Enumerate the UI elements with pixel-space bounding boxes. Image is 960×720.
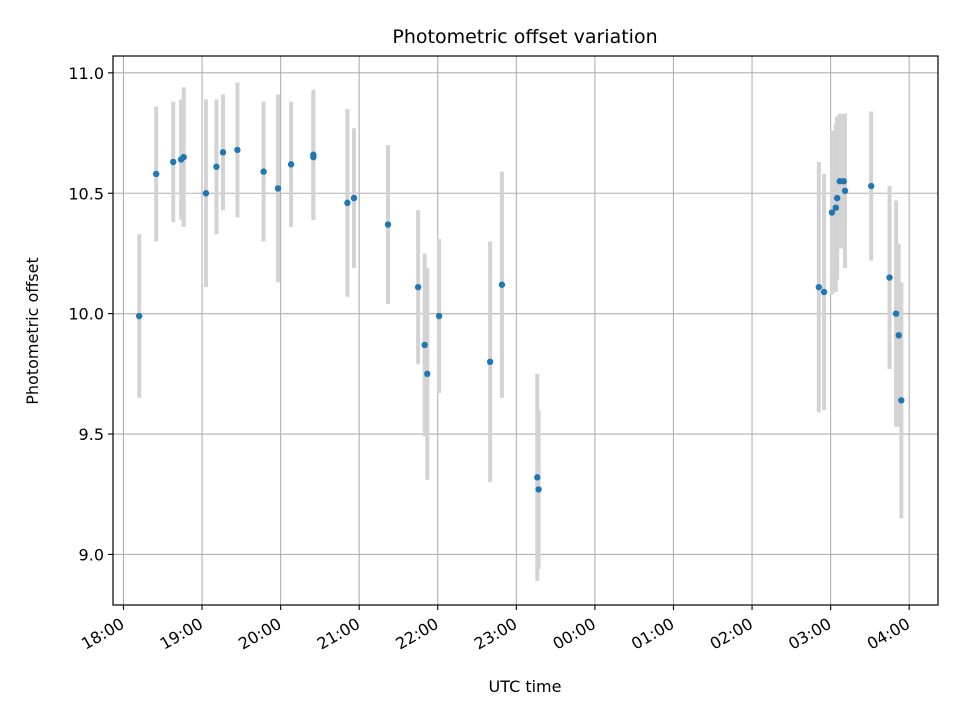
data-point [534,474,541,481]
data-point [833,194,841,202]
data-point [310,153,317,161]
data-point [287,161,295,168]
data-point [180,153,187,161]
data-point [414,283,422,291]
data-point [421,341,428,349]
data-point [898,397,905,404]
data-point [435,312,443,320]
plot-frame [112,55,939,606]
data-point [384,221,392,228]
y-axis-label: Photometric offset [23,257,42,405]
data-point [820,288,828,296]
data-point [274,185,282,192]
chart-title: Photometric offset variation [392,26,657,48]
data-point [153,170,160,178]
data-point [841,187,849,195]
data-point [213,163,220,170]
data-point [260,168,267,175]
data-point [868,182,875,190]
data-point [350,194,358,202]
data-point [202,190,210,197]
data-point [840,178,847,185]
data-point [344,199,351,207]
y-tick-label: 11.0 [68,64,104,83]
data-points [135,146,905,493]
data-point [498,281,506,288]
y-tick-label: 10.5 [68,184,104,203]
data-point [170,158,177,166]
data-point [832,204,840,211]
data-point [895,332,902,339]
data-point [234,146,241,154]
data-point [815,283,823,291]
data-point [219,149,227,156]
y-axis-ticks: 9.0 9.5 10.0 10.5 11.0 [68,64,113,564]
y-tick-label: 9.0 [79,545,104,564]
data-point [486,358,494,366]
data-point [135,312,143,320]
data-point [892,310,900,317]
y-tick-label: 10.0 [68,305,104,324]
x-axis-label: UTC time [489,677,562,696]
data-point [828,209,836,216]
data-point [424,370,431,378]
data-point [886,274,893,281]
y-tick-label: 9.5 [79,425,104,444]
data-point [535,486,542,493]
